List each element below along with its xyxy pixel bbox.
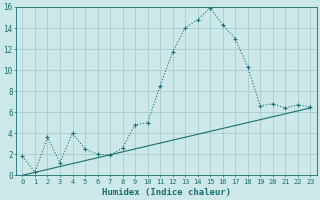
X-axis label: Humidex (Indice chaleur): Humidex (Indice chaleur) xyxy=(102,188,231,197)
